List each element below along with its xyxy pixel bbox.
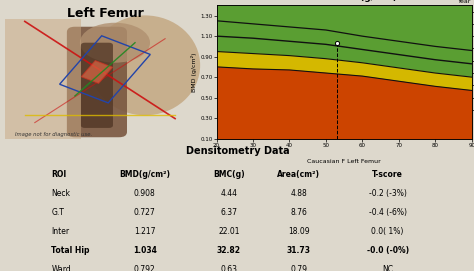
Text: -0.0 (-0%): -0.0 (-0%) [366,246,409,255]
Y-axis label: BMD (g/cm²): BMD (g/cm²) [191,52,197,92]
Text: Densitometry Data: Densitometry Data [186,146,290,156]
Text: 0.727: 0.727 [134,208,155,217]
Text: 4.44: 4.44 [220,189,237,198]
Text: 4.88: 4.88 [291,189,307,198]
Text: 1.034: 1.034 [133,246,157,255]
Text: 31.73: 31.73 [287,246,311,255]
Text: G.T: G.T [52,208,64,217]
Text: 1.217: 1.217 [134,227,155,236]
Text: BMC(g): BMC(g) [213,170,245,179]
Text: 22.01: 22.01 [218,227,239,236]
X-axis label: Caucasian F Left Femur: Caucasian F Left Femur [307,159,381,164]
Text: Left Femur: Left Femur [66,7,143,20]
Text: Total Hip: Total Hip [52,246,90,255]
Text: 0.792: 0.792 [134,265,155,271]
Text: 32.82: 32.82 [217,246,241,255]
Text: Inter: Inter [52,227,70,236]
Text: 0.79: 0.79 [291,265,307,271]
Title: Total :  1.034 (g/cm²): Total : 1.034 (g/cm²) [291,0,397,2]
Text: T-score: T-score [372,170,403,179]
Text: Neck: Neck [52,189,71,198]
Text: -0.4 (-6%): -0.4 (-6%) [369,208,407,217]
Ellipse shape [80,23,150,63]
FancyBboxPatch shape [67,27,127,137]
Text: 0.63: 0.63 [220,265,237,271]
Text: BMD(g/cm²): BMD(g/cm²) [119,170,170,179]
Text: Year: Year [458,0,472,4]
Polygon shape [81,61,113,83]
Text: 6.37: 6.37 [220,208,237,217]
Text: 8.76: 8.76 [291,208,307,217]
Text: 18.09: 18.09 [288,227,310,236]
Text: ROI: ROI [52,170,67,179]
Text: NC: NC [382,265,393,271]
Text: -0.2 (-3%): -0.2 (-3%) [369,189,407,198]
FancyBboxPatch shape [81,43,113,128]
Ellipse shape [90,15,200,115]
Text: 0.0( 1%): 0.0( 1%) [372,227,404,236]
Text: 0.908: 0.908 [134,189,155,198]
Text: Image not for diagnostic use.: Image not for diagnostic use. [15,132,92,137]
FancyBboxPatch shape [5,19,81,138]
Text: Area(cm²): Area(cm²) [277,170,320,179]
Text: Ward: Ward [52,265,71,271]
